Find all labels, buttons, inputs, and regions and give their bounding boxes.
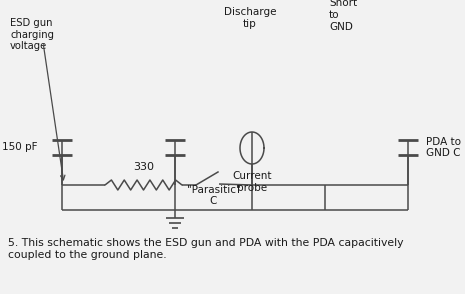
- Text: ESD gun
charging
voltage: ESD gun charging voltage: [10, 18, 54, 51]
- Text: 150 pF: 150 pF: [1, 143, 37, 153]
- Text: PDA to
GND C: PDA to GND C: [426, 137, 461, 158]
- Text: 330: 330: [133, 162, 154, 172]
- Text: Discharge
tip: Discharge tip: [224, 7, 276, 29]
- Text: "Parasitic"
C: "Parasitic" C: [186, 185, 240, 206]
- Text: 5. This schematic shows the ESD gun and PDA with the PDA capacitively
coupled to: 5. This schematic shows the ESD gun and …: [8, 238, 404, 260]
- Text: Current
probe: Current probe: [232, 171, 272, 193]
- Text: Short
to
GND: Short to GND: [329, 0, 357, 31]
